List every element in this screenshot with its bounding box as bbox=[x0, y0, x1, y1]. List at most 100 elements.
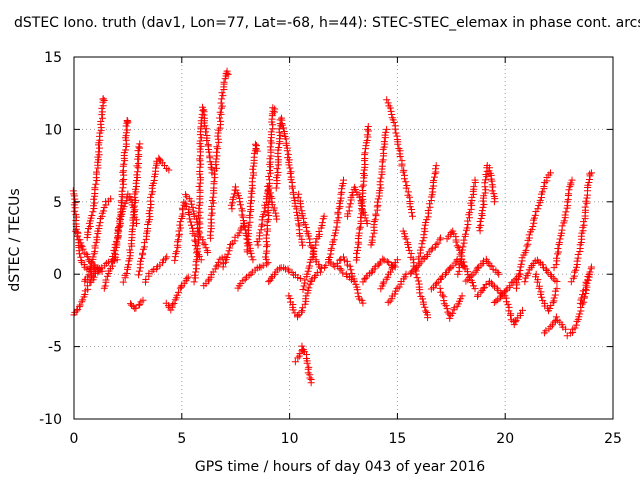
data-point bbox=[398, 162, 406, 170]
data-point bbox=[201, 240, 209, 248]
data-point bbox=[452, 238, 460, 246]
data-point bbox=[494, 269, 502, 277]
data-point bbox=[576, 310, 584, 318]
data-point bbox=[93, 168, 101, 176]
data-point bbox=[504, 300, 512, 308]
data-point bbox=[574, 251, 582, 259]
data-point bbox=[173, 291, 181, 299]
data-point bbox=[214, 135, 222, 143]
data-point bbox=[535, 258, 543, 266]
data-point bbox=[254, 241, 262, 249]
grid bbox=[74, 57, 613, 419]
data-point bbox=[379, 280, 387, 288]
data-point bbox=[259, 262, 267, 270]
data-point bbox=[257, 222, 265, 230]
data-point bbox=[525, 231, 533, 239]
data-point bbox=[480, 200, 488, 208]
data-point bbox=[534, 205, 542, 213]
data-point bbox=[176, 218, 184, 226]
data-point bbox=[384, 273, 392, 281]
data-point bbox=[486, 262, 494, 270]
data-point bbox=[300, 282, 308, 290]
data-point bbox=[295, 190, 303, 198]
data-point bbox=[420, 225, 428, 233]
data-point bbox=[479, 257, 487, 265]
data-point bbox=[296, 232, 304, 240]
data-point bbox=[247, 206, 255, 214]
data-point bbox=[243, 239, 251, 247]
data-point bbox=[139, 249, 147, 257]
data-point bbox=[127, 195, 135, 203]
data-point bbox=[244, 226, 252, 234]
data-point bbox=[195, 212, 203, 220]
data-point bbox=[556, 235, 564, 243]
data-point bbox=[538, 293, 546, 301]
data-point bbox=[235, 229, 243, 237]
data-point bbox=[124, 118, 132, 126]
x-tick-label: 5 bbox=[177, 431, 186, 447]
data-point bbox=[89, 253, 97, 261]
data-point bbox=[177, 224, 185, 232]
data-point bbox=[436, 284, 444, 292]
data-point bbox=[196, 186, 204, 194]
data-point bbox=[555, 248, 563, 256]
data-point bbox=[427, 246, 435, 254]
data-point bbox=[391, 290, 399, 298]
data-point bbox=[218, 95, 226, 103]
data-point bbox=[355, 225, 363, 233]
data-point bbox=[402, 184, 410, 192]
data-point bbox=[283, 147, 291, 155]
data-point bbox=[95, 148, 103, 156]
data-point bbox=[476, 227, 484, 235]
data-point bbox=[580, 218, 588, 226]
data-point bbox=[299, 241, 307, 249]
data-point bbox=[216, 108, 224, 116]
data-point bbox=[550, 294, 558, 302]
data-point bbox=[359, 187, 367, 195]
data-point bbox=[204, 248, 212, 256]
x-tick-label: 20 bbox=[496, 431, 514, 447]
data-point bbox=[558, 222, 566, 230]
data-point bbox=[97, 117, 105, 125]
data-point bbox=[521, 278, 529, 286]
data-point bbox=[466, 209, 474, 217]
data-point bbox=[137, 257, 145, 265]
data-point bbox=[91, 184, 99, 192]
data-point bbox=[267, 146, 275, 154]
data-point bbox=[582, 197, 590, 205]
data-point bbox=[420, 231, 428, 239]
data-point bbox=[208, 197, 216, 205]
data-point bbox=[416, 289, 424, 297]
data-point bbox=[304, 267, 312, 275]
x-tick-label: 15 bbox=[388, 431, 406, 447]
data-point bbox=[229, 193, 237, 201]
data-point bbox=[581, 203, 589, 211]
data-point bbox=[396, 153, 404, 161]
data-point bbox=[248, 253, 256, 261]
data-point bbox=[110, 257, 118, 265]
data-point bbox=[515, 270, 523, 278]
data-point bbox=[583, 194, 591, 202]
data-point bbox=[481, 179, 489, 187]
data-point bbox=[76, 236, 84, 244]
data-point bbox=[298, 238, 306, 246]
data-point bbox=[554, 245, 562, 253]
data-point bbox=[347, 266, 355, 274]
data-point bbox=[572, 321, 580, 329]
data-point bbox=[490, 198, 498, 206]
data-point bbox=[301, 300, 309, 308]
data-point bbox=[535, 284, 543, 292]
data-point bbox=[578, 294, 586, 302]
data-point bbox=[236, 198, 244, 206]
data-point bbox=[208, 203, 216, 211]
data-point bbox=[276, 264, 284, 272]
data-point bbox=[306, 374, 314, 382]
data-point bbox=[511, 276, 519, 284]
data-point bbox=[479, 203, 487, 211]
data-point bbox=[123, 194, 131, 202]
data-point bbox=[111, 241, 119, 249]
data-point bbox=[437, 234, 445, 242]
data-point bbox=[404, 243, 412, 251]
data-point bbox=[188, 200, 196, 208]
data-point bbox=[416, 260, 424, 268]
